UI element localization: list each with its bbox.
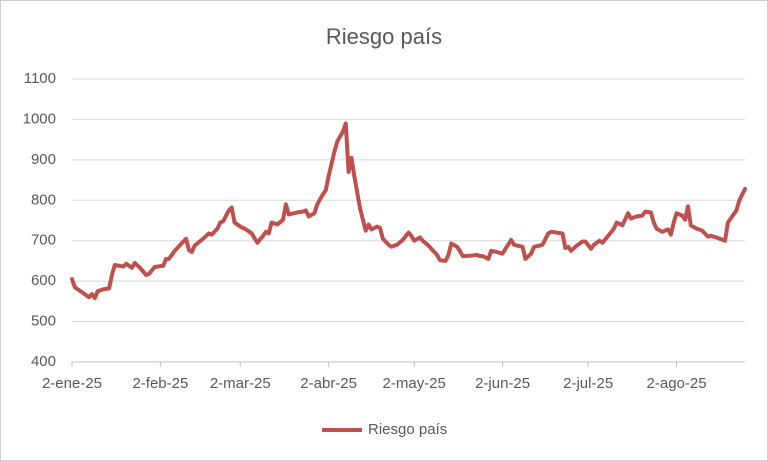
y-tick-label: 600	[31, 272, 56, 289]
y-tick-label: 1100	[24, 70, 56, 87]
y-tick-label: 1000	[23, 110, 56, 127]
y-tick-label: 500	[31, 313, 56, 330]
x-tick-label: 2-jun-25	[475, 375, 530, 392]
x-tick-label: 2-jul-25	[563, 375, 613, 392]
x-tick-label: 2-abr-25	[300, 375, 357, 392]
x-tick-label: 2-mar-25	[210, 375, 271, 392]
x-tick-label: 2-ago-25	[647, 375, 707, 392]
chart-title: Riesgo país	[326, 24, 442, 49]
x-tick-label: 2-may-25	[383, 375, 446, 392]
x-tick-label: 2-ene-25	[42, 375, 102, 392]
legend-label: Riesgo país	[368, 421, 447, 438]
data-line	[70, 121, 747, 301]
y-tick-label: 900	[31, 151, 56, 168]
y-tick-label: 400	[31, 353, 56, 370]
y-tick-label: 700	[31, 232, 56, 249]
x-tick-label: 2-feb-25	[132, 375, 188, 392]
y-tick-label: 800	[31, 191, 56, 208]
